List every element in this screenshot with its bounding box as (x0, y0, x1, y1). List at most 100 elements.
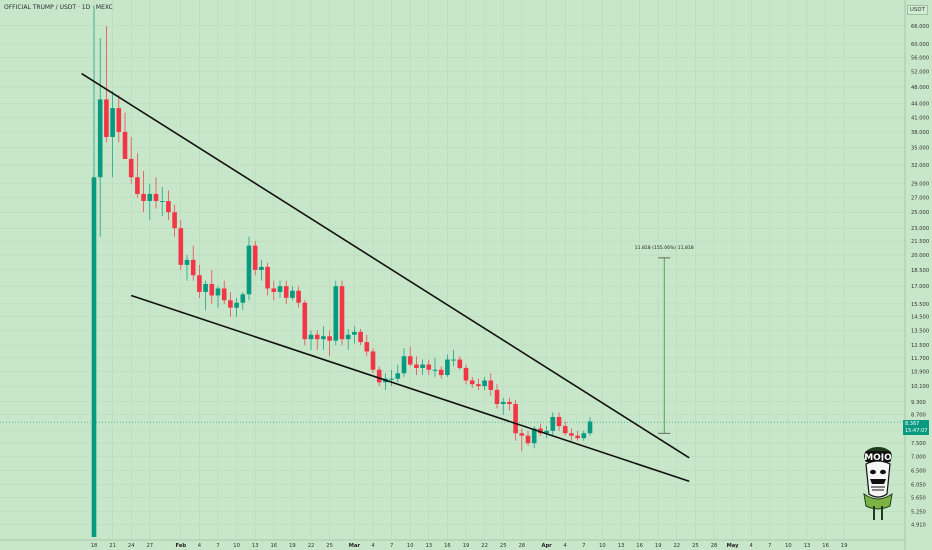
candle-body (128, 158, 134, 178)
x-tick-label: 22 (308, 543, 315, 549)
candle-body (525, 435, 531, 444)
y-tick-label: 8.700 (911, 413, 926, 419)
y-tick-label: 10.900 (911, 369, 929, 375)
candle-body (426, 364, 432, 370)
candle-body (290, 290, 295, 298)
candle-body (221, 288, 227, 301)
x-tick-label: 18 (91, 543, 98, 549)
y-tick-label: 48.000 (911, 85, 929, 91)
candle-body (110, 108, 115, 137)
x-tick-label: 10 (599, 543, 606, 549)
candle-body (277, 286, 283, 292)
y-tick-label: 44.000 (911, 102, 929, 108)
y-tick-label: 5.250 (911, 510, 926, 516)
x-tick-label: 19 (463, 543, 470, 549)
candle-body (538, 428, 543, 434)
y-tick-label: 11.700 (911, 356, 929, 362)
candle-body (401, 356, 407, 374)
mojo-logo-icon: MOJO (863, 447, 893, 520)
candle-body (141, 193, 146, 202)
y-tick-label: 9.300 (911, 400, 926, 406)
x-tick-label: May (727, 543, 740, 549)
candle-body (104, 99, 109, 137)
candle-body (370, 351, 376, 370)
candle-body (178, 228, 184, 265)
y-tick-label: 7.000 (911, 454, 926, 460)
measure-label: 11.818 (155.06%) 11,818 (635, 245, 694, 251)
y-tick-label: 10.100 (911, 384, 929, 390)
candle-body (445, 359, 450, 376)
candle-body (296, 290, 301, 303)
trendline-upper (81, 72, 690, 459)
candle-body (407, 356, 413, 365)
current-price-value: 8.367 (905, 421, 920, 427)
candle-body (283, 286, 289, 298)
candle-body (395, 373, 401, 379)
y-tick-label: 38.000 (911, 130, 929, 136)
candle-body (209, 283, 215, 296)
y-tick-label: 52.000 (911, 70, 929, 76)
candle-body (550, 416, 556, 431)
candle-body (494, 389, 500, 405)
candle-body (569, 433, 574, 436)
y-tick-label: 6.500 (911, 469, 926, 475)
candle-body (438, 369, 444, 376)
y-tick-label: 12.500 (911, 343, 929, 349)
x-tick-label: 16 (270, 543, 277, 549)
candle-body (203, 283, 208, 292)
candle-body (476, 384, 481, 387)
x-tick-label: 22 (481, 543, 488, 549)
x-tick-label: Mar (349, 543, 361, 549)
candle-body (321, 336, 326, 340)
x-tick-label: 16 (822, 543, 829, 549)
y-tick-label: 56.000 (911, 55, 929, 61)
x-tick-label: 7 (768, 543, 771, 549)
y-tick-label: 13.500 (911, 328, 929, 334)
candle-body (352, 331, 357, 335)
candle-body (314, 334, 320, 340)
y-tick-label: 15.500 (911, 302, 929, 308)
y-tick-label: 20.000 (911, 253, 929, 259)
candle-body (414, 364, 419, 368)
x-tick-label: 16 (636, 543, 643, 549)
candle-body (469, 380, 475, 385)
candle-body (172, 212, 177, 229)
x-tick-label: 13 (252, 543, 259, 549)
candle-body (457, 359, 463, 368)
candle-body (531, 428, 537, 444)
candle-body (544, 430, 549, 434)
x-tick-label: 28 (711, 543, 718, 549)
y-tick-label: 41.000 (911, 115, 929, 121)
candle-body (159, 201, 165, 203)
y-tick-label: 66.000 (911, 24, 929, 30)
x-tick-label: 13 (425, 543, 432, 549)
trendline-lower (130, 294, 690, 483)
x-tick-label: 10 (785, 543, 792, 549)
current-price-badge: 8.367 15:47:07 (903, 420, 929, 435)
candle-body (376, 369, 382, 383)
candle-body (463, 367, 469, 381)
x-tick-label: Feb (176, 543, 187, 549)
candle-body (153, 193, 159, 202)
y-tick-label: 4.910 (911, 522, 926, 528)
y-tick-label: 21.500 (911, 239, 929, 245)
x-tick-label: 25 (692, 543, 699, 549)
candle-body (327, 336, 332, 341)
x-tick-label: 19 (655, 543, 662, 549)
x-tick-label: Apr (541, 543, 552, 549)
candle-body (507, 401, 512, 405)
candle-body (271, 288, 277, 292)
y-tick-label: 23.000 (911, 226, 929, 232)
svg-text:MOJO: MOJO (864, 453, 892, 463)
candle-body (240, 294, 246, 303)
candle-body (432, 369, 438, 371)
candle-body (562, 426, 568, 434)
y-tick-label: 17.000 (911, 284, 929, 290)
candle-body (122, 131, 128, 159)
x-tick-label: 10 (233, 543, 240, 549)
y-tick-label: 5.650 (911, 496, 926, 502)
x-tick-label: 24 (128, 543, 135, 549)
currency-unit-label: USDT (906, 5, 928, 15)
